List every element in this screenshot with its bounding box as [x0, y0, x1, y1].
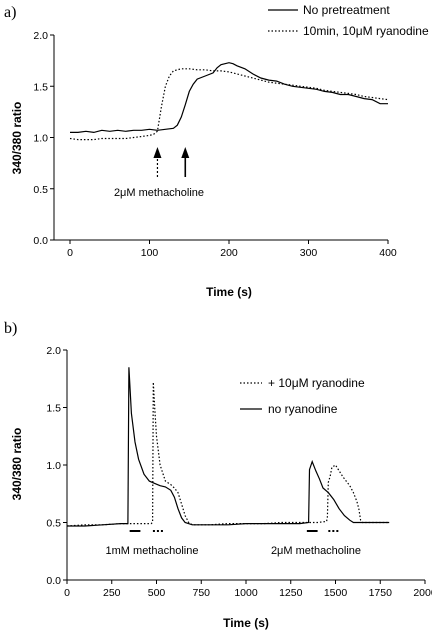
panel-b: b) 340/380 ratio Time (s) 0 250 500 750 1000…: [4, 320, 432, 630]
panel-b-series: [66, 367, 390, 527]
legend-a-label-1: 10min, 10μM ryanodine: [303, 24, 429, 38]
panel-b-series-line-solid: [67, 367, 390, 527]
panel-a-ytick-label: 1.0: [33, 133, 48, 145]
panel-a-ytick-label: 2.0: [33, 30, 48, 42]
panel-a-series-line-solid: [70, 62, 388, 134]
panel-b-xtick-label: 1250: [279, 587, 303, 599]
panel-a-ticks: 0 100 200 300 400 0.0 0.5 1.0 1.5 2.0: [33, 30, 397, 259]
panel-a-xtick-label: 400: [379, 247, 397, 259]
arrow-head-icon: [181, 147, 190, 158]
legend-b-label-1: no ryanodine: [268, 402, 338, 416]
panel-b-ytick-label: 2.0: [46, 345, 61, 357]
legend-b-label-0: + 10μM ryanodine: [268, 376, 365, 390]
panel-b-xtick-label: 1000: [234, 587, 258, 599]
panel-a-xtick-label: 300: [300, 247, 318, 259]
panel-a: a) 340/380 ratio Time (s) 0 100 200 300 4000…: [4, 3, 429, 299]
arrow-head-icon: [153, 147, 162, 158]
panel-a-series: [69, 62, 389, 141]
panel-b-xtick-label: 1750: [369, 587, 393, 599]
panel-b-xtick-label: 1500: [324, 587, 348, 599]
panel-b-annotation-2: 2μM methacholine: [271, 545, 361, 557]
panel-b-xtick-label: 0: [64, 587, 70, 599]
panel-b-xtick-label: 500: [148, 587, 166, 599]
panel-a-letter: a): [4, 4, 16, 21]
panel-b-xtick-label: 250: [103, 587, 121, 599]
panel-a-ylabel: 340/380 ratio: [10, 102, 24, 175]
panel-b-letter: b): [4, 320, 17, 337]
panel-b-series-line-dotted: [66, 382, 390, 527]
panel-a-xtick-label: 200: [220, 247, 238, 259]
panel-a-xlabel: Time (s): [206, 285, 252, 299]
panel-a-xtick-label: 100: [141, 247, 159, 259]
panel-a-ytick-label: 0.5: [33, 184, 48, 196]
panel-b-ytick-label: 1.5: [46, 403, 61, 415]
panel-b-ytick-label: 1.0: [46, 460, 61, 472]
panel-a-arrows: [153, 147, 190, 177]
panel-b-xlabel: Time (s): [223, 616, 269, 630]
panel-b-ytick-label: 0.5: [46, 518, 61, 530]
panel-a-ytick-label: 1.5: [33, 81, 48, 93]
panel-b-xtick-label: 750: [192, 587, 210, 599]
panel-b-ytick-label: 0.0: [46, 575, 61, 587]
panel-b-annotation-1: 1mM methacholine: [106, 545, 199, 557]
panel-a-annotation: 2μM methacholine: [114, 187, 204, 199]
legend-a-label-0: No pretreatment: [303, 3, 390, 17]
panel-a-ytick-label: 0.0: [33, 235, 48, 247]
panel-b-ylabel: 340/380 ratio: [10, 428, 24, 501]
panel-a-series-line-dotted: [69, 68, 389, 141]
panel-a-xtick-label: 0: [67, 247, 73, 259]
